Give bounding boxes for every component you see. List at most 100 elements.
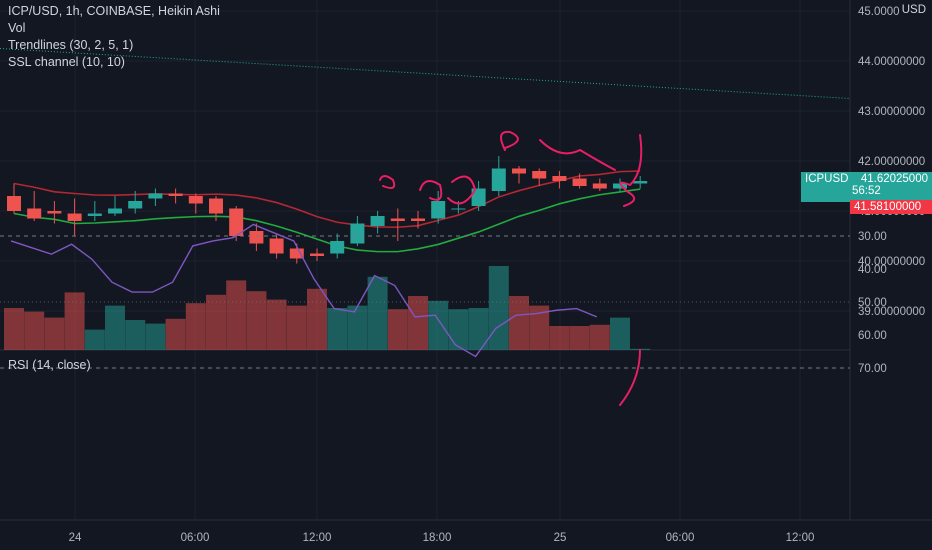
last-price: 41.62025000 — [860, 173, 928, 185]
ssl-lower-line — [13, 188, 641, 253]
volume-bar — [529, 305, 550, 350]
drawing-stroke — [539, 139, 616, 171]
candle-body — [592, 183, 607, 189]
candle-body — [350, 223, 365, 244]
legend-volume[interactable]: Vol — [8, 21, 26, 35]
volume-bar — [509, 296, 529, 350]
candle-body — [431, 201, 446, 219]
legend-ssl-channel[interactable]: SSL channel (10, 10) — [8, 55, 125, 69]
volume-bar — [307, 288, 327, 350]
candle-body — [148, 193, 163, 199]
volume-bar — [165, 318, 186, 350]
candle-body — [451, 208, 466, 210]
time-tick-label: 25 — [554, 532, 567, 544]
ssl-upper-line — [13, 170, 641, 229]
rsi-tick-label: 50.00 — [858, 297, 887, 309]
candle-body — [471, 188, 486, 206]
drawing-stroke — [619, 134, 643, 207]
volume-bar — [44, 317, 65, 350]
grid-lines — [0, 0, 932, 521]
price-axis[interactable]: 39.0000000040.0000000041.0000000042.0000… — [858, 6, 925, 375]
candle-body — [552, 176, 567, 181]
candle-body — [47, 211, 62, 214]
drawing-stroke — [500, 130, 519, 151]
volume-bar — [569, 326, 590, 350]
rsi-line — [10, 223, 598, 358]
volume-bar — [64, 292, 85, 350]
candle-body — [229, 208, 244, 236]
volume-bar — [488, 266, 509, 350]
trendline — [0, 48, 851, 99]
candle-body — [67, 213, 82, 221]
volume-bar — [84, 329, 105, 350]
candle-body — [512, 168, 526, 174]
time-tick-label: 06:00 — [181, 532, 210, 544]
candle-body — [330, 241, 345, 254]
candle-body — [390, 218, 405, 221]
volume-bar — [448, 309, 469, 350]
volume-bar — [226, 280, 247, 350]
price-tick-label: 44.00000000 — [858, 56, 925, 68]
drawing-stroke — [379, 175, 396, 189]
bar-countdown: 56:52 — [852, 185, 881, 197]
candle-body — [209, 198, 223, 214]
candle-body — [168, 193, 183, 196]
volume-bar — [286, 305, 307, 350]
chart-title[interactable]: ICP/USD, 1h, COINBASE, Heikin Ashi — [8, 4, 220, 18]
candle-body — [249, 231, 264, 244]
rsi-tick-label: 40.00 — [858, 264, 887, 276]
volume-bar — [327, 308, 348, 350]
rsi-panel — [0, 223, 850, 369]
legend-trendlines[interactable]: Trendlines (30, 2, 5, 1) — [8, 38, 134, 52]
volume-bar — [468, 308, 489, 350]
volume-bar — [206, 294, 226, 350]
volume-bar — [105, 305, 125, 350]
rsi-legend[interactable]: RSI (14, close) — [8, 358, 91, 372]
volume-bar — [367, 276, 388, 350]
volume-bar — [549, 326, 570, 350]
volume-bar — [246, 291, 267, 350]
candle-body — [108, 208, 122, 214]
candlestick-series — [7, 156, 648, 264]
time-tick-label: 12:00 — [303, 532, 332, 544]
candle-body — [613, 183, 627, 189]
volume-bar — [347, 305, 368, 350]
volume-bar — [4, 308, 24, 350]
time-tick-label: 06:00 — [666, 532, 695, 544]
candle-body — [532, 171, 547, 179]
drawing-stroke — [619, 349, 641, 406]
volume-bar — [589, 324, 610, 350]
candle-body — [411, 218, 425, 221]
volume-bar — [185, 303, 206, 350]
volume-bar — [387, 309, 408, 350]
candle-body — [370, 216, 385, 226]
time-tick-label: 18:00 — [423, 532, 452, 544]
price-tick-label: 40.00000000 — [858, 256, 925, 268]
ssl-channel — [13, 170, 641, 253]
price-tick-label: 39.00000000 — [858, 306, 925, 318]
currency-label: USD — [899, 4, 928, 16]
candle-body — [269, 238, 284, 254]
drawing-stroke — [419, 180, 443, 201]
time-tick-label: 24 — [69, 532, 82, 544]
volume-bar — [428, 300, 449, 350]
rsi-tick-label: 30.00 — [858, 231, 887, 243]
symbol-price-tag: ICPUSD 41.62025000 56:52 — [801, 172, 932, 202]
candle-body — [7, 196, 21, 211]
volume-bar — [408, 296, 428, 350]
volume-bar — [145, 323, 166, 350]
volume-bars — [4, 266, 651, 350]
drawing-stroke — [447, 175, 477, 205]
candle-body — [188, 196, 203, 204]
candle-body — [87, 213, 102, 216]
price-tick-label: 42.00000000 — [858, 156, 925, 168]
price-tick-label: 43.00000000 — [858, 106, 925, 118]
candle-body — [633, 181, 648, 184]
ssl-price-tag: 41.58100000 — [850, 200, 932, 214]
volume-bar — [24, 311, 45, 350]
rsi-tick-label: 70.00 — [858, 363, 887, 375]
symbol-label: ICPUSD — [805, 173, 849, 185]
time-axis[interactable]: 24 06:00 12:00 18:00 25 06:00 12:00 — [69, 532, 815, 544]
volume-bar — [610, 317, 630, 350]
